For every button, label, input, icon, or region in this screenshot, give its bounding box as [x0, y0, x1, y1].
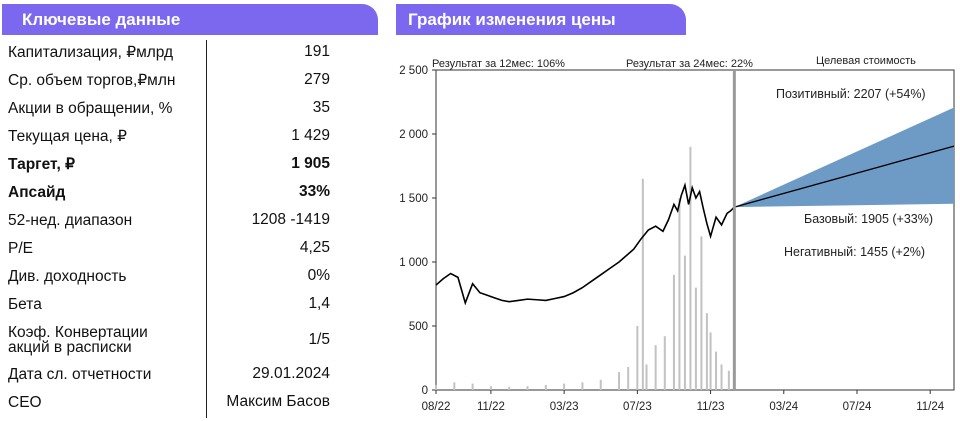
row-value: 1 905: [291, 155, 330, 172]
forecast-band: [734, 107, 954, 208]
x-tick-label: 11/23: [697, 401, 725, 413]
x-tick-label: 03/23: [550, 401, 579, 413]
volume-bar: [641, 178, 644, 390]
table-row: Таргет, ₽ 1 905: [0, 150, 340, 178]
table-divider: [206, 40, 207, 418]
row-label: Апсайд: [8, 183, 66, 201]
row-value: 35: [312, 99, 330, 116]
volume-bar: [544, 384, 547, 390]
volume-bar: [508, 386, 511, 390]
volume-bar: [453, 382, 456, 390]
volume-bar: [636, 326, 639, 390]
price-line: [435, 182, 735, 306]
y-tick-label: 0: [422, 385, 428, 397]
row-label: Текущая цена, ₽: [8, 127, 127, 145]
row-value: 0%: [307, 267, 330, 284]
result-24m-label: Результат за 24мес: 22%: [626, 58, 753, 70]
row-value: 191: [304, 43, 330, 60]
row-value: 29.01.2024: [252, 365, 330, 382]
volume-bar: [672, 274, 675, 390]
row-label: Капитализация, ₽млрд: [8, 43, 174, 61]
row-label: Дата сл. отчетности: [8, 365, 152, 383]
table-row: Текущая цена, ₽ 1 429: [0, 122, 340, 150]
price-chart-title: График изменения цены: [408, 9, 616, 29]
volume-bar: [489, 386, 492, 390]
volume-bar: [663, 336, 666, 390]
y-tick-label: 500: [409, 321, 428, 333]
row-label: Таргет, ₽: [8, 155, 75, 173]
base-scenario-label: Базовый: 1905 (+33%): [804, 212, 933, 226]
volume-bar: [720, 364, 723, 390]
forecast-base-line: [734, 145, 955, 208]
key-data-header: Ключевые данные: [2, 4, 378, 35]
row-label: P/E: [8, 239, 33, 257]
price-chart-header: График изменения цены: [396, 4, 686, 35]
volume-bar: [645, 364, 648, 390]
x-tick-label: 11/22: [477, 401, 505, 413]
y-tick-label: 2 000: [399, 129, 428, 141]
volume-bar: [599, 379, 602, 390]
volume-bar: [683, 255, 686, 390]
volume-bar: [435, 384, 437, 390]
volume-bar: [694, 287, 697, 390]
y-tick-label: 1 500: [399, 193, 428, 205]
volume-bar: [627, 366, 630, 390]
y-tick-label: 1 000: [399, 257, 428, 269]
table-row: Коэф. Конвертации акций в расписки 1/5: [0, 320, 340, 360]
volume-bar: [715, 351, 718, 390]
row-value: 279: [304, 71, 330, 88]
row-label: Коэф. Конвертации акций в расписки: [8, 324, 148, 356]
result-12m-label: Результат за 12мес: 106%: [432, 58, 565, 70]
key-data-title: Ключевые данные: [22, 9, 181, 29]
volume-bar: [678, 198, 681, 390]
volume-bar: [700, 236, 703, 390]
table-row: Ср. объем торгов,₽млн 279: [0, 66, 340, 94]
row-value: 33%: [298, 183, 330, 200]
x-tick-label: 07/24: [843, 401, 872, 413]
table-row: 52-нед. диапазон 1208 -1419: [0, 206, 340, 234]
table-row: P/E 4,25: [0, 234, 340, 262]
target-header-label: Целевая стоимость: [816, 55, 916, 67]
table-row: Апсайд 33%: [0, 178, 340, 206]
volume-bar: [471, 383, 474, 390]
volume-bar: [689, 146, 692, 390]
table-row: Див. доходность 0%: [0, 262, 340, 290]
row-value: 1/5: [308, 331, 330, 348]
table-row: Акции в обращении, % 35: [0, 94, 340, 122]
table-row: CEO Максим Басов: [0, 388, 340, 416]
x-tick-label: 08/22: [422, 401, 451, 413]
volume-bar: [705, 313, 708, 390]
row-value: 1208 -1419: [251, 211, 330, 228]
row-value: 1,4: [308, 295, 330, 312]
x-tick-label: 03/24: [769, 401, 798, 413]
positive-scenario-label: Позитивный: 2207 (+54%): [776, 87, 926, 101]
row-label: 52-нед. диапазон: [8, 211, 133, 229]
table-row: Бета 1,4: [0, 290, 340, 318]
row-label: Ср. объем торгов,₽млн: [8, 71, 176, 89]
row-label: Див. доходность: [8, 267, 127, 285]
volume-bar: [727, 370, 730, 390]
volume-bar: [581, 382, 584, 390]
row-label: CEO: [8, 393, 42, 411]
table-row: Дата сл. отчетности 29.01.2024: [0, 360, 340, 388]
y-tick-label: 2 500: [399, 65, 428, 77]
negative-scenario-label: Негативный: 1455 (+2%): [784, 245, 925, 259]
row-label: Бета: [8, 295, 42, 313]
row-value: 4,25: [299, 239, 330, 256]
row-value: Максим Басов: [226, 393, 330, 410]
volume-bar: [563, 383, 566, 390]
x-tick-label: 07/23: [623, 401, 652, 413]
volume-bar: [654, 345, 657, 390]
volume-bar: [526, 386, 529, 390]
volume-bar: [709, 332, 712, 390]
x-tick-label: 11/24: [916, 401, 945, 413]
table-row: Капитализация, ₽млрд 191: [0, 38, 340, 66]
row-value: 1 429: [291, 127, 330, 144]
volume-bar: [618, 372, 621, 390]
price-chart: 0 500 1 000 1 500 2 000 2 500 08/22 11/22 03/23 0…: [399, 55, 955, 413]
row-label: Акции в обращении, %: [8, 99, 173, 117]
